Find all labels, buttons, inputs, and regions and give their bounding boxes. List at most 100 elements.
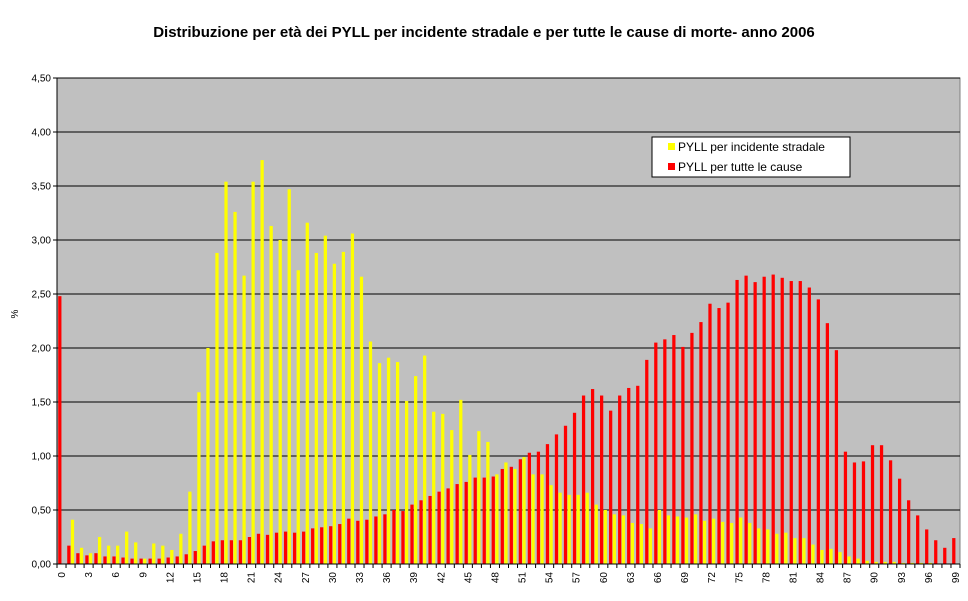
bar-tutte-cause [365,519,369,564]
bar-tutte-cause [509,466,513,564]
bar-tutte-cause [283,531,288,564]
bar-tutte-cause [130,558,134,564]
bar-tutte-cause [67,545,71,564]
bar-tutte-cause [356,520,360,564]
bar-tutte-cause [753,282,757,564]
bar-tutte-cause [545,444,550,564]
bar-tutte-cause [184,554,188,564]
bar-tutte-cause [807,287,811,564]
bar-incidente-stradale [314,252,318,564]
bar-incidente-stradale [161,545,165,564]
bar-incidente-stradale [197,392,201,564]
bar-incidente-stradale [919,562,923,564]
y-tick-label: 4,00 [32,128,52,139]
bar-incidente-stradale [639,524,644,564]
bar-tutte-cause [85,555,89,564]
bar-tutte-cause [202,545,206,564]
bar-incidente-stradale [802,538,806,564]
bar-incidente-stradale [70,519,75,564]
bar-incidente-stradale [612,514,616,564]
bar-tutte-cause [934,540,938,564]
bar-incidente-stradale [657,510,662,564]
bar-tutte-cause [76,553,80,564]
bar-tutte-cause [834,350,839,564]
bar-incidente-stradale [423,355,427,564]
bar-tutte-cause [627,387,631,564]
bar-tutte-cause [482,477,486,564]
bar-tutte-cause [94,553,98,564]
bar-tutte-cause [148,558,152,564]
bar-incidente-stradale [928,562,932,564]
y-tick-label: 1,50 [32,398,52,409]
x-tick-label: 84 [816,572,827,584]
x-tick-label: 33 [355,572,366,584]
bar-incidente-stradale [531,474,535,564]
x-tick-label: 75 [734,572,745,584]
bar-incidente-stradale [883,561,887,564]
x-tick-label: 57 [572,572,583,584]
bar-tutte-cause [636,385,640,564]
bar-tutte-cause [563,425,568,564]
bar-tutte-cause [518,459,522,564]
bar-tutte-cause [744,275,748,564]
bar-incidente-stradale [125,531,129,564]
bar-tutte-cause [572,412,577,564]
y-axis-label: % [10,309,21,318]
bar-tutte-cause [843,451,848,564]
bar-incidente-stradale [693,514,698,564]
bar-incidente-stradale [739,517,743,564]
bar-tutte-cause [609,410,613,564]
x-tick-label: 60 [599,572,610,584]
bar-incidente-stradale [666,515,671,564]
bar-incidente-stradale [901,562,905,564]
x-tick-label: 63 [626,572,637,584]
bar-tutte-cause [825,323,829,564]
x-tick-label: 9 [138,572,149,578]
y-tick-label: 0,00 [32,560,52,571]
bar-incidente-stradale [305,222,309,564]
bar-incidente-stradale [233,211,237,565]
bar-tutte-cause [103,556,107,564]
bar-incidente-stradale [648,528,653,564]
bar-incidente-stradale [892,561,896,564]
bar-tutte-cause [618,395,622,564]
bar-incidente-stradale [630,522,634,564]
bar-incidente-stradale [585,492,589,564]
x-tick-label: 69 [680,572,691,584]
bar-tutte-cause [401,511,405,564]
bar-tutte-cause [852,462,857,564]
bar-tutte-cause [762,276,766,564]
x-tick-label: 21 [247,572,258,584]
bar-tutte-cause [302,531,306,564]
bar-tutte-cause [247,537,252,564]
bar-incidente-stradale [513,468,517,564]
bar-incidente-stradale [558,492,562,564]
legend-label-tutte-cause: PYLL per tutte le cause [678,160,803,174]
bar-incidente-stradale [143,558,147,564]
bar-tutte-cause [320,527,324,564]
bar-incidente-stradale [395,362,400,564]
bar-incidente-stradale [504,462,508,564]
bar-tutte-cause [311,528,315,564]
bar-incidente-stradale [441,413,445,564]
x-tick-label: 42 [436,572,447,584]
bar-tutte-cause [780,277,784,564]
y-tick-label: 1,00 [32,452,52,463]
x-tick-label: 66 [653,572,664,584]
bar-tutte-cause [699,322,703,564]
bar-tutte-cause [789,281,793,564]
bar-tutte-cause [907,500,911,564]
bar-tutte-cause [464,481,468,564]
bar-tutte-cause [455,484,459,564]
bar-tutte-cause [690,332,694,564]
bar-tutte-cause [112,556,116,564]
x-tick-label: 72 [707,572,718,584]
bar-incidente-stradale [134,542,138,564]
bar-incidente-stradale [757,528,761,564]
bar-incidente-stradale [486,441,490,564]
legend-swatch-incidente [668,143,675,150]
legend: PYLL per incidente stradale PYLL per tut… [651,136,851,178]
x-tick-label: 39 [409,572,420,584]
bar-tutte-cause [265,534,270,564]
